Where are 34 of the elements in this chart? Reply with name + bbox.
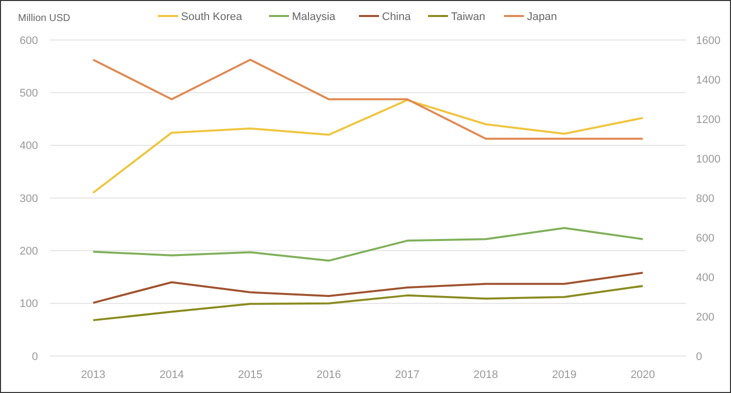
x-tick-label: 2017 <box>395 369 420 381</box>
legend-label: South Korea <box>181 10 244 23</box>
y-tick-label: 500 <box>20 88 38 100</box>
y2-tick-label: 200 <box>696 311 714 324</box>
y2-tick-label: 1200 <box>696 114 720 126</box>
x-tick-label: 2015 <box>238 369 262 381</box>
x-tick-label: 2019 <box>552 369 577 381</box>
y2-tick-label: 0 <box>696 350 702 363</box>
x-tick-label: 2018 <box>474 369 498 381</box>
legend-label: Taiwan <box>451 10 486 23</box>
x-tick-label: 2014 <box>159 369 184 381</box>
y2-tick-label: 400 <box>696 272 714 284</box>
y2-tick-label: 600 <box>696 232 714 244</box>
y2-tick-label: 1000 <box>696 153 720 166</box>
line-series <box>92 284 644 322</box>
y-tick-label: 200 <box>20 246 38 258</box>
legend-label: Malaysia <box>292 10 336 23</box>
y-tick-label: 600 <box>20 34 38 47</box>
legend-label: Japan <box>527 10 557 23</box>
x-tick-label: 2013 <box>80 369 106 381</box>
line-series <box>92 272 644 304</box>
line-series <box>92 227 644 262</box>
y2-tick-label: 1400 <box>696 74 720 86</box>
line-series <box>92 99 644 194</box>
y-tick-label: 400 <box>20 140 38 152</box>
y-tick-label: 300 <box>20 192 38 205</box>
y2-tick-label: 800 <box>696 192 714 205</box>
y-tick-label: 100 <box>20 298 38 310</box>
y-tick-label: 0 <box>32 350 38 363</box>
y-axis-title: Million USD <box>18 13 70 24</box>
x-tick-label: 2020 <box>630 369 656 381</box>
x-tick-label: 2016 <box>316 369 341 381</box>
legend-label: China <box>382 10 412 23</box>
y2-tick-label: 1600 <box>696 34 720 47</box>
